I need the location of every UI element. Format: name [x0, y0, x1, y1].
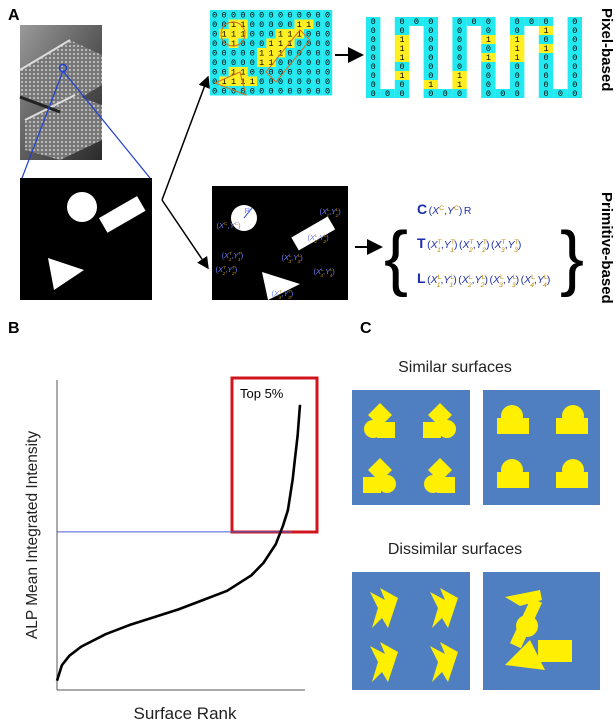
annotation: Top 5%	[240, 386, 284, 401]
primitive: C(XC,YC)R	[417, 201, 472, 217]
primitive-letter: C	[417, 201, 427, 217]
symbol: )	[516, 274, 520, 286]
x-axis-label: Surface Rank	[134, 704, 237, 723]
arrow	[162, 77, 208, 200]
symbol: )	[547, 274, 551, 286]
group-title: Dissimilar surfaces	[388, 541, 522, 558]
primitive-letter: T	[417, 235, 426, 251]
brace: {	[384, 218, 408, 298]
pixel-row: 000 000 000 000	[371, 89, 578, 99]
y-axis-label: ALP Mean Integrated Intensity	[24, 431, 41, 639]
panel-label: B	[8, 320, 20, 337]
symbol: )	[459, 205, 463, 217]
brace: }	[560, 218, 584, 298]
image-label: (XC,YC)	[217, 221, 242, 230]
primitive: T(XT1,YT1)(XT2,YT2)(XT3,YT3)	[417, 235, 521, 254]
symbol: R	[245, 206, 251, 215]
panel-label: A	[8, 7, 20, 24]
primitive-image	[212, 186, 348, 300]
highlight-box	[232, 378, 317, 532]
symbol: )	[484, 274, 488, 286]
primitive-letter: L	[417, 270, 426, 286]
surface	[352, 390, 470, 505]
chart: Top 5% ALP Mean Integrated Intensity Sur…	[24, 378, 317, 723]
symbol: )	[518, 239, 522, 251]
sem-image	[20, 25, 150, 178]
method-title: Pixel-based	[598, 8, 615, 91]
panel-label: C	[360, 320, 372, 337]
image-label: R	[245, 206, 251, 215]
symbol: )	[453, 274, 457, 286]
pixel-sequence: 0 000 000 000 00 0 0 0 0 0 1 00 1 0 0 1 …	[366, 17, 582, 99]
primitive: L(XL1,YL1)(XL2,YL2)(XL3,YL3)(XL4,YL4)	[417, 270, 550, 289]
symbol: )	[454, 239, 458, 251]
binary-image	[20, 178, 152, 300]
arrow	[162, 200, 208, 268]
figure: A B C 0000000000000001100000110001110001…	[0, 0, 616, 724]
data-line	[57, 405, 300, 681]
symbol: R	[464, 205, 472, 217]
method-title: Primitive-based	[598, 192, 615, 304]
group-title: Similar surfaces	[398, 359, 512, 376]
surface	[483, 572, 600, 690]
surface	[352, 572, 470, 690]
symbol: )	[486, 239, 490, 251]
surface	[483, 390, 600, 505]
